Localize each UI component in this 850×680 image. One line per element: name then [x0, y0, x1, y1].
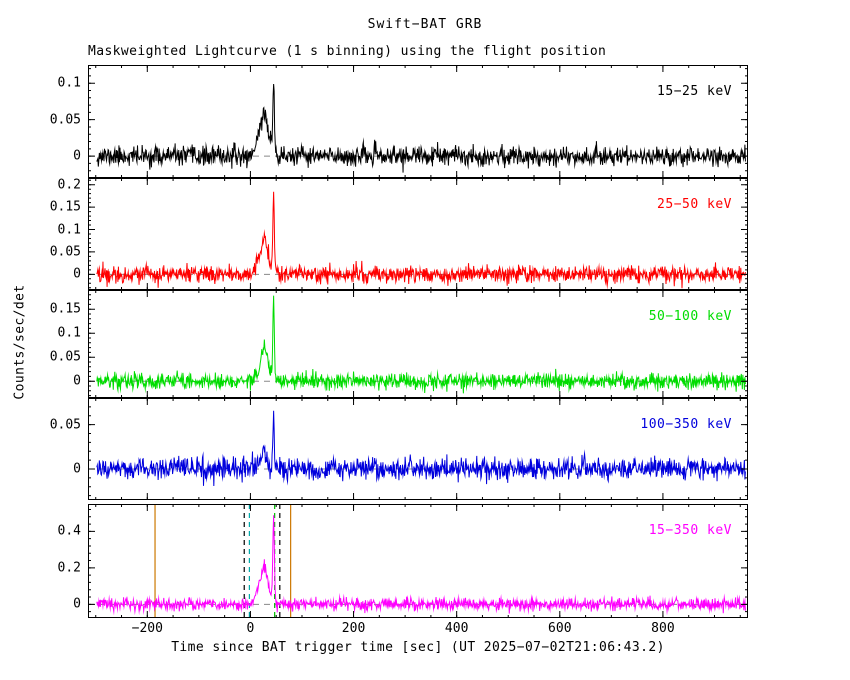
y-tick-label: 0 — [73, 461, 81, 477]
y-tick-label: 0 — [73, 266, 81, 282]
y-tick-label: 0.1 — [57, 325, 81, 341]
y-axis-label: Counts/sec/det — [12, 284, 28, 400]
y-tick-label: 0.1 — [57, 222, 81, 238]
band-label-2: 50−100 keV — [648, 309, 732, 324]
x-axis-label: Time since BAT trigger time [sec] (UT 20… — [171, 640, 665, 655]
y-tick-label: 0.4 — [57, 523, 81, 539]
y-tick-label: 0.05 — [49, 112, 81, 128]
y-tick-label: 0.15 — [49, 199, 81, 215]
y-tick-label: 0 — [73, 596, 81, 612]
y-tick-label: 0.05 — [49, 244, 81, 260]
x-tick-label: −200 — [131, 621, 163, 636]
y-tick-label: 0.2 — [57, 177, 81, 193]
y-tick-label: 0 — [73, 373, 81, 389]
figure-title: Swift−BAT GRB — [367, 17, 483, 32]
x-tick-label: 600 — [548, 621, 572, 636]
y-tick-label: 0.2 — [57, 560, 81, 576]
x-tick-label: 200 — [341, 621, 366, 636]
y-tick-label: 0.05 — [49, 417, 81, 433]
y-tick-label: 0.05 — [49, 349, 81, 365]
y-tick-label: 0.1 — [57, 75, 81, 91]
y-tick-label: 0 — [73, 148, 81, 164]
x-tick-label: 800 — [651, 621, 675, 636]
band-label-0: 15−25 keV — [657, 84, 732, 99]
x-tick-label: 0 — [246, 621, 255, 636]
x-tick-label: 400 — [444, 621, 469, 636]
y-tick-label: 0.15 — [49, 301, 81, 317]
band-label-1: 25−50 keV — [657, 197, 732, 212]
band-label-4: 15−350 keV — [648, 523, 732, 538]
figure-subtitle: Maskweighted Lightcurve (1 s binning) us… — [88, 44, 607, 59]
band-label-3: 100−350 keV — [640, 417, 732, 432]
